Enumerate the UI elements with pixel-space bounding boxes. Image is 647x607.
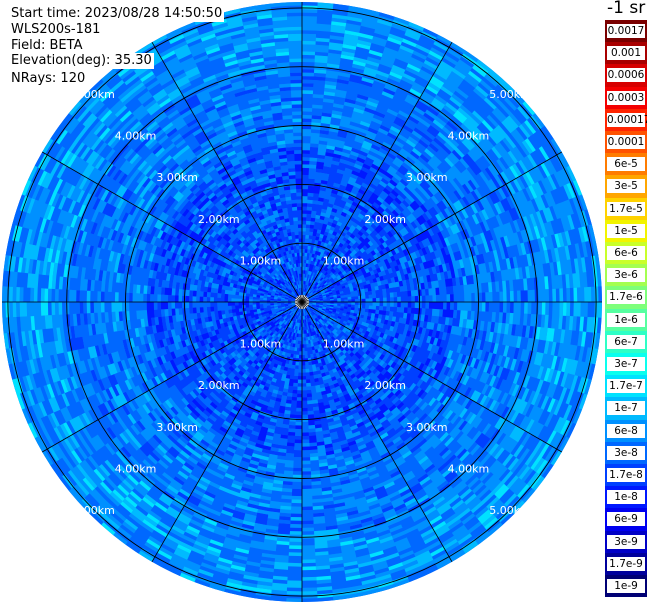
colorbar-tick-label: 0.0001 — [607, 135, 645, 149]
colorbar-swatch: 1.7e-7 — [605, 375, 647, 398]
field-label: Field: BETA — [11, 38, 83, 53]
colorbar-swatch: 6e-5 — [605, 153, 647, 176]
range-ring-label: 4.00km — [115, 462, 157, 475]
range-ring-label: 1.00km — [240, 338, 282, 351]
ppi-cell-group — [2, 2, 602, 602]
colorbar-swatch: 0.0017 — [605, 20, 647, 43]
range-ring-label: 2.00km — [364, 379, 406, 392]
azimuth-spokes — [2, 2, 602, 602]
colorbar-tick-label: 1.7e-6 — [607, 290, 645, 305]
colorbar-swatch: 1.7e-5 — [605, 197, 647, 220]
range-ring-label: 4.00km — [448, 130, 490, 143]
range-ring-label: 3.00km — [156, 421, 198, 434]
azimuth-spoke — [41, 151, 303, 303]
colorbar-tick-label: 1.7e-7 — [607, 379, 645, 394]
range-ring-label: 5.00km — [489, 504, 531, 517]
colorbar-tick-label: 1.7e-9 — [607, 556, 645, 571]
azimuth-spoke — [151, 41, 303, 303]
azimuth-spoke — [301, 301, 562, 453]
colorbar-swatch: 1e-6 — [605, 308, 647, 331]
colorbar-tick-label: 1e-5 — [607, 223, 645, 238]
ppi-scan-plot: 1.00km 1.00km 1.00km 1.00km 2.00km 2.00km 2.00… — [2, 2, 603, 602]
colorbar-swatch: 0.0006 — [605, 64, 647, 87]
colorbar-tick-label: 6e-7 — [607, 334, 645, 349]
range-ring-label: 4.00km — [448, 462, 490, 475]
range-ring-label: 4.00km — [115, 130, 157, 143]
azimuth-spoke — [301, 151, 562, 303]
range-ring-labels: 1.00km 1.00km 1.00km 1.00km 2.00km 2.00km 2.00… — [73, 88, 531, 517]
azimuth-spoke — [41, 301, 303, 453]
range-ring-label: 2.00km — [198, 213, 240, 226]
colorbar-tick-label: 0.0017 — [607, 24, 645, 38]
range-ring-label: 5.00km — [73, 88, 115, 101]
colorbar-tick-label: 1e-9 — [607, 579, 645, 593]
colorbar-swatch: 0.00017 — [605, 108, 647, 131]
colorbar-tick-label: 1.7e-5 — [607, 201, 645, 216]
start-time-label: Start time: 2023/08/28 14:50:50 — [11, 6, 225, 22]
colorbar-swatch: 0.001 — [605, 42, 647, 65]
range-ring-label: 5.00km — [489, 88, 531, 101]
colorbar-tick-label: 6e-8 — [607, 423, 645, 438]
colorbar-tick-label: 3e-7 — [607, 357, 645, 371]
colorbar-swatch: 3e-6 — [605, 264, 647, 287]
colorbar-swatch: 1e-7 — [605, 397, 647, 420]
colorbar-unit-label: -1 sr — [607, 0, 646, 18]
range-ring-label: 3.00km — [156, 171, 198, 184]
colorbar-tick-label: 6e-6 — [607, 246, 645, 260]
colorbar-tick-label: 3e-9 — [607, 534, 645, 549]
colorbar-swatch: 1.7e-9 — [605, 552, 647, 575]
azimuth-spoke — [151, 301, 303, 562]
colorbar-tick-label: 1e-6 — [607, 312, 645, 327]
colorbar-tick-label: 0.001 — [607, 46, 645, 61]
range-ring-label: 1.00km — [323, 338, 365, 351]
colorbar-tick-label: 6e-5 — [607, 157, 645, 172]
colorbar-tick-label: 3e-6 — [607, 268, 645, 283]
azimuth-spoke — [301, 41, 453, 303]
colorbar-swatch: 1e-5 — [605, 219, 647, 242]
colorbar-swatch: 1e-8 — [605, 486, 647, 509]
colorbar-tick-label: 0.0003 — [607, 90, 645, 105]
colorbar-swatch: 0.0003 — [605, 86, 647, 109]
nrays-label: NRays: 120 — [11, 71, 86, 86]
colorbar-tick-label: 3e-5 — [607, 179, 645, 194]
colorbar-swatch: 1e-9 — [605, 575, 647, 598]
colorbar-swatch: 6e-8 — [605, 419, 647, 442]
colorbar-swatch: 3e-9 — [605, 530, 647, 553]
range-ring-label: 2.00km — [198, 379, 240, 392]
colorbar-tick-label: 1e-8 — [607, 490, 645, 505]
colorbar-swatch: 1.7e-8 — [605, 464, 647, 487]
colorbar-swatch: 1.7e-6 — [605, 286, 647, 309]
range-ring-label: 3.00km — [406, 421, 448, 434]
center-spoke — [299, 295, 303, 303]
range-ring-label: 5.00km — [73, 504, 115, 517]
ppi-cell-group — [65, 68, 539, 535]
colorbar-swatch: 3e-8 — [605, 441, 647, 464]
range-ring-label: 1.00km — [323, 254, 365, 267]
colorbar-swatch: 6e-6 — [605, 242, 647, 265]
colorbar-swatch: 3e-7 — [605, 353, 647, 376]
ppi-cell-group — [2, 2, 602, 602]
colorbar-swatch: 6e-9 — [605, 508, 647, 531]
colorbar-swatch: 6e-7 — [605, 330, 647, 353]
colorbar-swatch: 0.0001 — [605, 131, 647, 154]
elevation-label: Elevation(deg): 35.30 — [11, 53, 154, 69]
colorbar-tick-label: 1.7e-8 — [607, 468, 645, 482]
range-ring-label: 2.00km — [364, 213, 406, 226]
colorbar-tick-label: 0.0006 — [607, 68, 645, 83]
colorbar-tick-label: 6e-9 — [607, 512, 645, 527]
range-ring-label: 3.00km — [406, 171, 448, 184]
instrument-label: WLS200s-181 — [11, 22, 101, 37]
ppi-cell-group — [146, 147, 456, 456]
range-ring-label: 1.00km — [240, 254, 282, 267]
colorbar-tick-label: 1e-7 — [607, 401, 645, 416]
colorbar-tick-label: 3e-8 — [607, 445, 645, 460]
radar-center-marker — [295, 295, 309, 309]
colorbar-tick-label: 0.00017 — [607, 112, 647, 127]
colorbar-swatch: 3e-5 — [605, 175, 647, 198]
azimuth-spoke — [301, 301, 453, 562]
